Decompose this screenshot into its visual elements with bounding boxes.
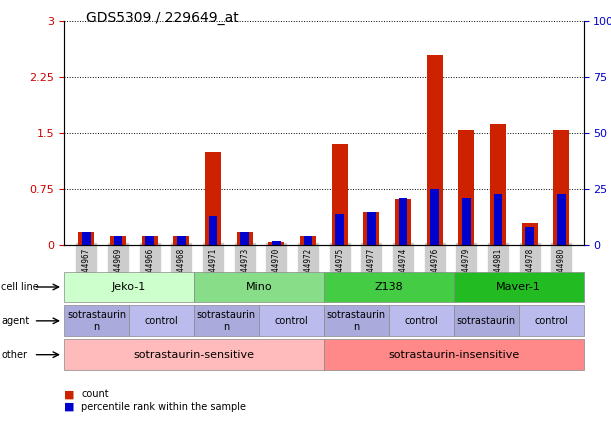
- Bar: [494, 194, 502, 245]
- Text: sotrastaurin: sotrastaurin: [456, 316, 516, 326]
- Bar: [300, 236, 316, 245]
- Bar: [236, 232, 252, 245]
- Bar: [364, 212, 379, 245]
- Text: sotrastaurin-sensitive: sotrastaurin-sensitive: [133, 350, 255, 360]
- Bar: [272, 241, 280, 245]
- Bar: [78, 232, 94, 245]
- Bar: [462, 198, 470, 245]
- Bar: [268, 242, 284, 245]
- Bar: [177, 236, 186, 245]
- Text: Maver-1: Maver-1: [496, 282, 541, 292]
- Text: other: other: [1, 350, 27, 360]
- Text: count: count: [81, 389, 109, 399]
- Bar: [142, 236, 158, 245]
- Text: control: control: [145, 316, 178, 326]
- Text: GDS5309 / 229649_at: GDS5309 / 229649_at: [86, 11, 238, 25]
- Text: ■: ■: [64, 402, 75, 412]
- Bar: [240, 232, 249, 245]
- Text: control: control: [534, 316, 568, 326]
- Text: control: control: [274, 316, 308, 326]
- Bar: [174, 236, 189, 245]
- Bar: [398, 198, 408, 245]
- Bar: [367, 212, 376, 245]
- Bar: [110, 236, 126, 245]
- Bar: [458, 129, 474, 245]
- Text: agent: agent: [1, 316, 29, 326]
- Bar: [145, 236, 154, 245]
- Bar: [430, 190, 439, 245]
- Text: sotrastaurin
n: sotrastaurin n: [327, 310, 386, 332]
- Bar: [332, 145, 348, 245]
- Bar: [490, 124, 506, 245]
- Text: Mino: Mino: [246, 282, 273, 292]
- Text: Jeko-1: Jeko-1: [112, 282, 146, 292]
- Text: percentile rank within the sample: percentile rank within the sample: [81, 402, 246, 412]
- Text: control: control: [404, 316, 438, 326]
- Bar: [525, 228, 534, 245]
- Bar: [395, 199, 411, 245]
- Bar: [114, 236, 122, 245]
- Bar: [82, 232, 90, 245]
- Text: cell line: cell line: [1, 282, 39, 292]
- Text: ■: ■: [64, 389, 75, 399]
- Text: sotrastaurin
n: sotrastaurin n: [67, 310, 126, 332]
- Bar: [554, 129, 569, 245]
- Bar: [557, 194, 566, 245]
- Bar: [522, 223, 538, 245]
- Bar: [304, 236, 312, 245]
- Text: sotrastaurin
n: sotrastaurin n: [197, 310, 256, 332]
- Text: sotrastaurin-insensitive: sotrastaurin-insensitive: [388, 350, 519, 360]
- Bar: [335, 214, 344, 245]
- Bar: [205, 152, 221, 245]
- Text: Z138: Z138: [375, 282, 403, 292]
- Bar: [426, 55, 442, 245]
- Bar: [208, 216, 218, 245]
